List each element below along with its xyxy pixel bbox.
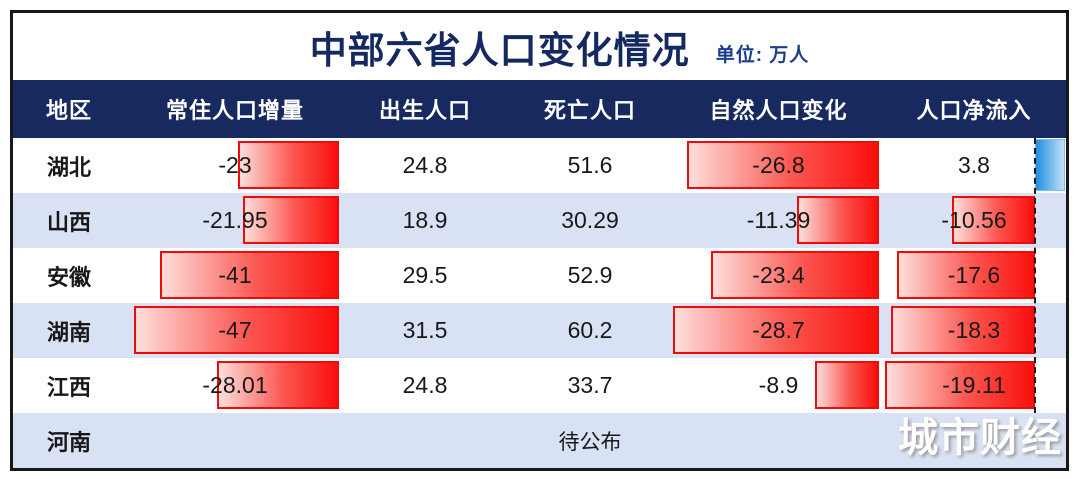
value-cell-人口净流入: -18.3 bbox=[947, 317, 1001, 343]
column-header-0: 地区 bbox=[45, 98, 92, 123]
data-bar-negative bbox=[885, 361, 1035, 409]
data-bar-negative bbox=[797, 196, 879, 244]
value-cell-自然人口变化: -23.4 bbox=[752, 262, 805, 288]
value-cell-常住人口增量: -21.95 bbox=[202, 207, 268, 233]
column-header-4: 自然人口变化 bbox=[709, 98, 848, 123]
value-cell-自然人口变化: -8.9 bbox=[758, 372, 799, 398]
region-cell: 山西 bbox=[46, 209, 91, 235]
value-cell-人口净流入: -10.56 bbox=[941, 207, 1007, 233]
column-header-2: 出生人口 bbox=[378, 98, 471, 123]
data-bar-negative bbox=[673, 306, 879, 354]
table-panel: 中部六省人口变化情况 单位: 万人 地区 常住人口增量 出生人口 死亡人口 自然人口变化… bbox=[10, 10, 1069, 471]
watermark: 城市财经 bbox=[898, 416, 1062, 460]
pending-label: 待公布 bbox=[558, 430, 622, 454]
unit-label: 单位: 万人 bbox=[715, 45, 810, 66]
value-cell-常住人口增量: -41 bbox=[218, 262, 252, 288]
value-cell-死亡人口: 30.29 bbox=[561, 207, 619, 233]
data-bar-negative bbox=[815, 361, 879, 409]
data-bar-negative bbox=[952, 196, 1035, 244]
value-cell-死亡人口: 33.7 bbox=[567, 372, 613, 398]
value-cell-常住人口增量: -23 bbox=[218, 152, 252, 178]
table-row-山西: 山西 -21.95 18.9 30.29 -11.39 -10.56 bbox=[13, 193, 1066, 248]
region-cell: 湖南 bbox=[46, 319, 91, 345]
region-cell: 安徽 bbox=[46, 264, 91, 290]
value-cell-出生人口: 31.5 bbox=[402, 317, 448, 343]
data-bar-negative bbox=[711, 251, 879, 299]
table-header-row: 地区 常住人口增量 出生人口 死亡人口 自然人口变化 人口净流入 bbox=[13, 80, 1066, 138]
data-bar-negative bbox=[243, 196, 339, 244]
value-cell-人口净流入: -19.11 bbox=[942, 372, 1006, 398]
data-bar-negative bbox=[891, 306, 1035, 354]
table-body: 湖北 -23 24.8 51.6 -26.8 3.8 山西 -21.95 18.9 30.29 -1… bbox=[13, 138, 1066, 468]
value-cell-常住人口增量: -28.01 bbox=[202, 372, 268, 398]
value-cell-死亡人口: 51.6 bbox=[567, 152, 613, 178]
table-row-安徽: 安徽 -41 29.5 52.9 -23.4 -17.6 bbox=[13, 248, 1066, 303]
region-cell: 湖北 bbox=[46, 154, 91, 180]
data-bar-negative bbox=[217, 361, 339, 409]
value-cell-出生人口: 24.8 bbox=[402, 372, 448, 398]
column-header-1: 常住人口增量 bbox=[165, 98, 304, 123]
data-bar-negative bbox=[160, 251, 339, 299]
value-cell-出生人口: 24.8 bbox=[402, 152, 448, 178]
table-row-河南: 河南 待公布 bbox=[13, 413, 1066, 468]
value-cell-常住人口增量: -47 bbox=[218, 317, 252, 343]
title-bar: 中部六省人口变化情况 单位: 万人 bbox=[13, 13, 1066, 80]
value-cell-常住人口增量 bbox=[125, 413, 345, 468]
value-cell-人口净流入: 3.8 bbox=[958, 152, 990, 178]
column-header-3: 死亡人口 bbox=[543, 98, 636, 123]
value-cell-出生人口 bbox=[345, 413, 505, 468]
value-cell-自然人口变化: -28.7 bbox=[752, 317, 805, 343]
value-cell-出生人口: 29.5 bbox=[402, 262, 448, 288]
value-cell-自然人口变化 bbox=[675, 413, 882, 468]
region-cell: 江西 bbox=[46, 374, 91, 400]
region-cell: 河南 bbox=[46, 429, 91, 455]
value-cell-自然人口变化: -11.39 bbox=[746, 207, 811, 233]
table-row-湖南: 湖南 -47 31.5 60.2 -28.7 -18.3 bbox=[13, 303, 1066, 358]
data-bar-negative bbox=[687, 141, 879, 189]
column-header-5: 人口净流入 bbox=[916, 98, 1032, 123]
value-cell-人口净流入: -17.6 bbox=[947, 262, 1001, 288]
page-title: 中部六省人口变化情况 bbox=[309, 29, 690, 71]
value-cell-死亡人口: 60.2 bbox=[567, 317, 613, 343]
value-cell-死亡人口: 52.9 bbox=[567, 262, 613, 288]
value-cell-出生人口: 18.9 bbox=[402, 207, 448, 233]
table-row-湖北: 湖北 -23 24.8 51.6 -26.8 3.8 bbox=[13, 138, 1066, 193]
table-row-江西: 江西 -28.01 24.8 33.7 -8.9 -19.11 bbox=[13, 358, 1066, 413]
data-bar-negative bbox=[238, 141, 339, 189]
value-cell-自然人口变化: -26.8 bbox=[752, 152, 805, 178]
data-bar-negative bbox=[897, 251, 1035, 299]
data-bar-negative bbox=[134, 306, 339, 354]
net-inflow-zero-axis bbox=[1034, 138, 1036, 413]
